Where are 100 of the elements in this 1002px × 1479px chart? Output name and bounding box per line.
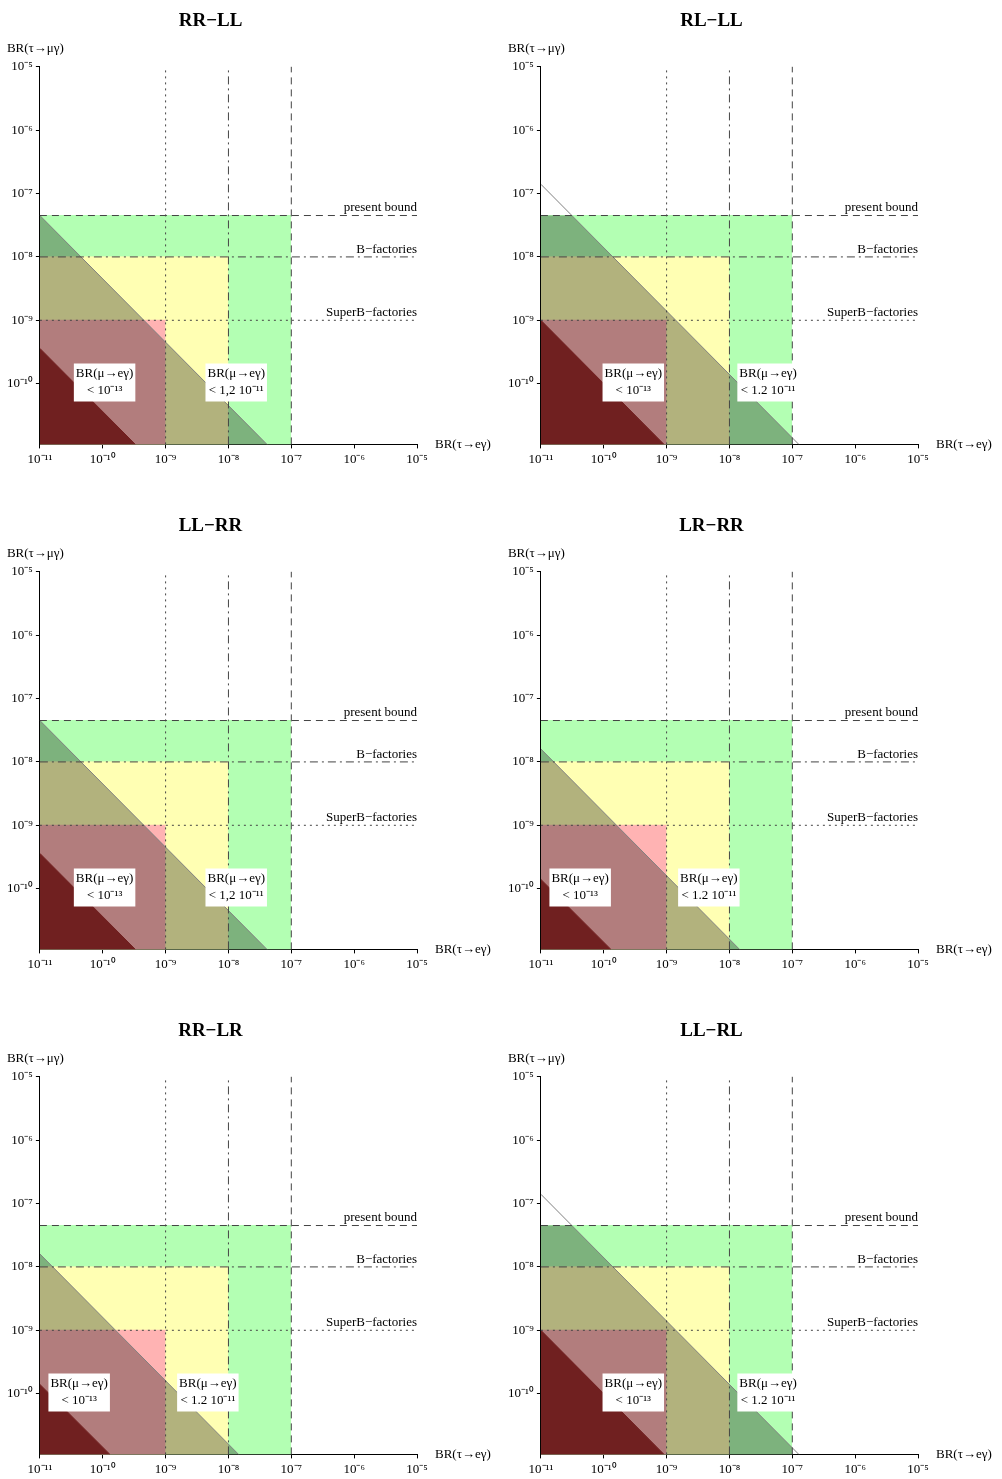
x-tick-label: 10⁻⁷: [280, 955, 303, 971]
x-axis-title: BR(τ→eγ): [435, 435, 491, 451]
annotation: BR(μ→eγ) < 1.2 10⁻¹¹: [680, 870, 738, 903]
ref-line-label: present bound: [844, 1209, 919, 1225]
y-tick-label: 10⁻⁵: [11, 563, 33, 579]
y-tick-label: 10⁻¹⁰: [507, 375, 534, 391]
ref-line-label: SuperB−factories: [826, 304, 918, 320]
y-tick-label: 10⁻¹⁰: [507, 880, 534, 896]
x-tick-label: 10⁻⁷: [280, 450, 303, 466]
ref-line-label: B−factories: [857, 745, 918, 761]
y-tick-label: 10⁻⁷: [11, 689, 33, 705]
y-tick-label: 10⁻⁹: [512, 816, 535, 832]
ref-line-label: SuperB−factories: [325, 1314, 417, 1330]
ref-line-label: present bound: [343, 1209, 418, 1225]
y-tick-label: 10⁻⁵: [11, 58, 33, 74]
x-tick-label: 10⁻⁹: [655, 450, 678, 466]
x-tick-label: 10⁻⁶: [844, 955, 866, 971]
x-tick-label: 10⁻¹¹: [27, 955, 53, 971]
annotation: BR(μ→eγ) < 1,2 10⁻¹¹: [207, 365, 265, 398]
ref-line-label: SuperB−factories: [325, 809, 417, 825]
x-tick-label: 10⁻⁶: [343, 1460, 365, 1476]
annotation: BR(μ→eγ) < 1.2 10⁻¹¹: [739, 365, 797, 398]
y-tick-label: 10⁻⁷: [512, 184, 534, 200]
x-tick-label: 10⁻¹¹: [27, 1460, 53, 1476]
y-tick-label: 10⁻⁹: [512, 1321, 535, 1337]
y-axis-title: BR(τ→μγ): [6, 544, 64, 560]
x-tick-label: 10⁻⁹: [655, 955, 678, 971]
y-tick-label: 10⁻⁶: [11, 1131, 33, 1147]
y-axis-title: BR(τ→μγ): [6, 39, 64, 55]
x-tick-label: 10⁻⁸: [718, 450, 741, 466]
chart-title: LL−RR: [178, 514, 243, 536]
ref-line-label: B−factories: [857, 240, 918, 256]
x-tick-label: 10⁻⁸: [217, 1460, 240, 1476]
x-tick-label: 10⁻⁶: [844, 450, 866, 466]
x-tick-label: 10⁻¹⁰: [590, 1460, 617, 1476]
y-tick-label: 10⁻⁶: [512, 121, 534, 137]
annotation: BR(μ→eγ) < 1.2 10⁻¹¹: [179, 1375, 237, 1408]
ref-line-label: B−factories: [857, 1250, 918, 1266]
x-tick-label: 10⁻⁸: [217, 450, 240, 466]
x-tick-label: 10⁻⁹: [154, 955, 177, 971]
x-tick-label: 10⁻¹⁰: [89, 955, 116, 971]
annotation: BR(μ→eγ) < 1.2 10⁻¹¹: [739, 1375, 797, 1408]
annotation: BR(μ→eγ) < 10⁻¹³: [551, 870, 609, 903]
y-tick-label: 10⁻⁹: [11, 311, 34, 327]
annotation: BR(μ→eγ) < 10⁻¹³: [75, 870, 134, 903]
x-tick-label: 10⁻⁷: [781, 1460, 804, 1476]
annotation: BR(μ→eγ) < 10⁻¹³: [604, 365, 663, 398]
y-tick-label: 10⁻¹⁰: [6, 375, 33, 391]
y-tick-label: 10⁻⁹: [11, 1321, 34, 1337]
x-tick-label: 10⁻¹¹: [528, 955, 554, 971]
y-tick-label: 10⁻⁸: [512, 248, 535, 264]
x-tick-label: 10⁻¹¹: [528, 450, 554, 466]
x-axis-title: BR(τ→eγ): [936, 1445, 992, 1461]
y-tick-label: 10⁻¹⁰: [507, 1385, 534, 1401]
x-tick-label: 10⁻⁵: [406, 955, 428, 971]
x-tick-label: 10⁻¹⁰: [590, 450, 617, 466]
chart-title: RL−LL: [680, 9, 743, 31]
annotation: BR(μ→eγ) < 10⁻¹³: [50, 1375, 108, 1408]
x-tick-label: 10⁻⁶: [343, 955, 365, 971]
annotation: BR(μ→eγ) < 1,2 10⁻¹¹: [207, 870, 265, 903]
y-tick-label: 10⁻⁸: [11, 753, 34, 769]
y-tick-label: 10⁻⁷: [11, 184, 33, 200]
ref-line-label: SuperB−factories: [826, 809, 918, 825]
x-axis-title: BR(τ→eγ): [435, 1445, 491, 1461]
x-tick-label: 10⁻⁹: [154, 450, 177, 466]
chart-title: LL−RL: [680, 1019, 743, 1041]
annotation: BR(μ→eγ) < 10⁻¹³: [75, 365, 134, 398]
x-tick-label: 10⁻¹⁰: [89, 1460, 116, 1476]
y-axis-title: BR(τ→μγ): [507, 1049, 565, 1065]
x-tick-label: 10⁻⁵: [907, 1460, 929, 1476]
y-axis-title: BR(τ→μγ): [507, 544, 565, 560]
x-tick-label: 10⁻⁵: [907, 955, 929, 971]
y-tick-label: 10⁻⁸: [512, 753, 535, 769]
x-axis-title: BR(τ→eγ): [435, 940, 491, 956]
x-tick-label: 10⁻⁷: [781, 450, 804, 466]
y-tick-label: 10⁻⁷: [11, 1194, 33, 1210]
annotation: BR(μ→eγ) < 10⁻¹³: [604, 1375, 663, 1408]
y-tick-label: 10⁻⁷: [512, 1194, 534, 1210]
x-axis-title: BR(τ→eγ): [936, 435, 992, 451]
ref-line-label: B−factories: [356, 745, 417, 761]
y-tick-label: 10⁻⁶: [11, 626, 33, 642]
x-tick-label: 10⁻⁸: [217, 955, 240, 971]
x-tick-label: 10⁻⁹: [154, 1460, 177, 1476]
chart-title: RR−LR: [178, 1019, 244, 1041]
y-tick-label: 10⁻⁶: [512, 1131, 534, 1147]
y-tick-label: 10⁻⁶: [11, 121, 33, 137]
x-tick-label: 10⁻⁸: [718, 1460, 741, 1476]
chart-title: LR−RR: [679, 514, 745, 536]
ref-line-label: SuperB−factories: [325, 304, 417, 320]
y-tick-label: 10⁻⁵: [512, 1068, 534, 1084]
y-axis-title: BR(τ→μγ): [507, 39, 565, 55]
y-tick-label: 10⁻⁸: [11, 248, 34, 264]
y-axis-title: BR(τ→μγ): [6, 1049, 64, 1065]
chart-title: RR−LL: [178, 9, 243, 31]
y-tick-label: 10⁻⁸: [11, 1258, 34, 1274]
ref-line-label: B−factories: [356, 240, 417, 256]
x-tick-label: 10⁻¹⁰: [590, 955, 617, 971]
x-tick-label: 10⁻⁷: [280, 1460, 303, 1476]
y-tick-label: 10⁻⁵: [512, 563, 534, 579]
y-tick-label: 10⁻¹⁰: [6, 880, 33, 896]
